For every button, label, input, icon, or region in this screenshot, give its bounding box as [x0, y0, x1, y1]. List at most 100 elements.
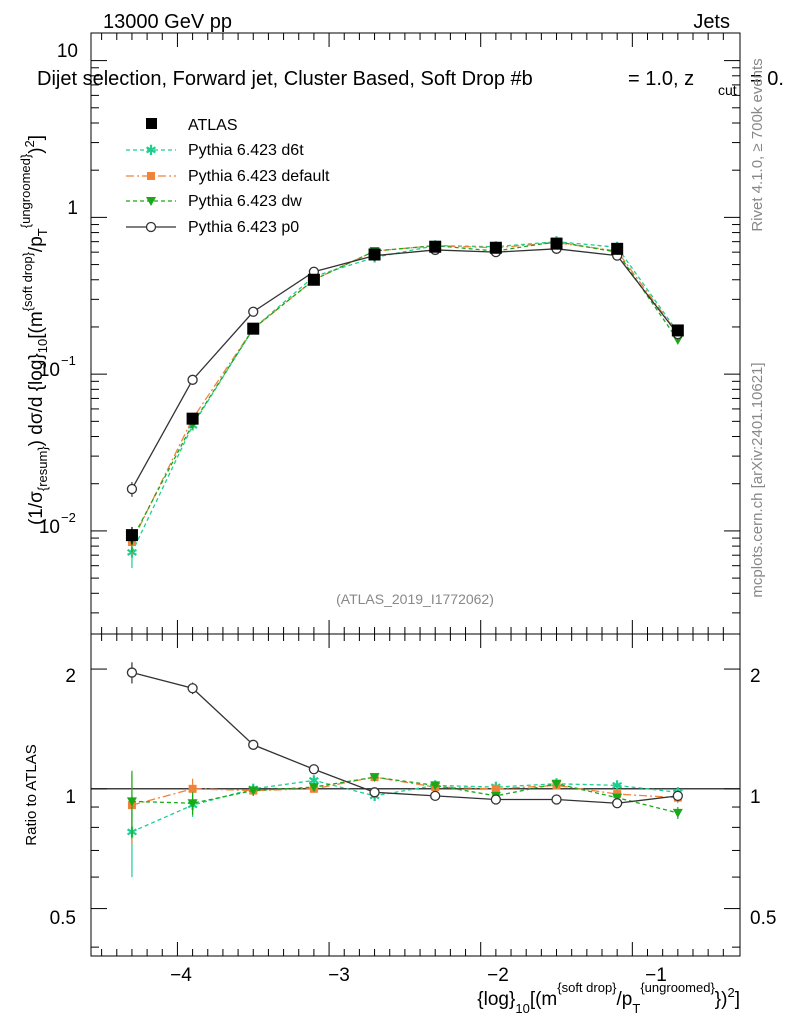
legend-marker-d6t: ✱ [145, 142, 157, 158]
ratio-plot-frame [90, 633, 741, 957]
ratio-data-point [672, 808, 683, 818]
main-series-line [131, 241, 679, 553]
legend-entry-dw: Pythia 6.423 dw [126, 193, 302, 210]
legend-entry-d6t: ✱ Pythia 6.423 d6t [126, 142, 304, 159]
main-series-line [131, 241, 679, 543]
ratio-data-point [126, 667, 138, 678]
legend-marker-atlas [146, 118, 157, 129]
legend-label: Pythia 6.423 default [188, 168, 330, 185]
svg-text:(1/σ{resum}) dσ/d {log}10[(m{s: (1/σ{resum}) dσ/d {log}10[(m{soft drop}/… [18, 135, 50, 525]
ratio-y-tick-label-right: 0.5 [750, 908, 776, 929]
xlabel-part: {log} [477, 989, 515, 1010]
ratio-data-point: ✱ [611, 777, 623, 793]
legend-label: Pythia 6.423 dw [188, 193, 302, 210]
main-series-4 [126, 243, 683, 497]
main-data-point [550, 237, 563, 250]
main-data-point [429, 240, 442, 253]
main-y-tick-label: 10 [39, 517, 60, 538]
x-tick-label: −1 [645, 965, 667, 986]
xlabel-part: /p [617, 989, 633, 1010]
xlabel-part: T [632, 1001, 640, 1016]
ratio-y-tick-label-right: 1 [750, 787, 761, 808]
xlabel-part: {ungroomed} [640, 980, 715, 995]
main-y-tick-labels: 10 1 10 −1 10 −2 [39, 41, 78, 538]
selection-title-text: Dijet selection, Forward jet, Cluster Ba… [37, 68, 533, 90]
xlabel-part: 2 [727, 985, 734, 1000]
ratio-y-tick-label: 1 [65, 787, 76, 808]
main-y-tick-label: 10 [39, 360, 60, 381]
ratio-y-tick-labels: 2 1 0.5 2 1 0.5 [50, 666, 777, 929]
ratio-y-tick-label: 0.5 [50, 908, 76, 929]
ratio-data-point [369, 773, 380, 783]
ratio-data-point [490, 794, 502, 805]
legend-entry-default: Pythia 6.423 default [126, 168, 330, 185]
ylabel-part: T [35, 228, 50, 236]
main-data-point [611, 242, 624, 255]
legend-entry-p0: Pythia 6.423 p0 [126, 219, 299, 236]
ratio-data-point [308, 783, 319, 793]
ratio-series-4 [126, 662, 683, 809]
xlabel-part: 10 [515, 1001, 529, 1016]
selection-title-end: = 0. [750, 68, 784, 90]
main-y-tick-exp: −1 [61, 353, 76, 368]
selection-title-tail: = 1.0, z [628, 68, 694, 90]
main-series-1: ✱✱✱✱✱✱✱✱✱✱ [126, 234, 684, 568]
selection-title-sub: cut [718, 82, 737, 98]
ratio-series-2 [127, 773, 682, 844]
ylabel-part: {resum} [35, 446, 50, 491]
x-tick-label: −3 [328, 965, 350, 986]
ratio-data-point [187, 799, 198, 809]
main-data-point [187, 374, 198, 385]
legend-label: ATLAS [188, 117, 238, 134]
xlabel-part: [(m [530, 989, 557, 1010]
x-tick-labels: −4 −3 −2 −1 [170, 965, 667, 986]
main-data-point [368, 248, 381, 261]
ratio-data-point [551, 779, 562, 789]
main-y-tick-exp: −2 [61, 510, 76, 525]
legend-entry-atlas: ATLAS [146, 117, 238, 134]
ratio-y-axis-label: Ratio to ATLAS [23, 744, 40, 845]
rivet-version-label: Rivet 4.1.0, ≥ 700k events [749, 58, 766, 231]
ratio-data-point [188, 784, 197, 793]
ratio-data-point [551, 794, 562, 805]
x-tick-label: −2 [487, 965, 509, 986]
ylabel-part: 10 [35, 339, 50, 353]
ratio-data-point [248, 739, 259, 750]
ylabel-part: /p [26, 236, 47, 252]
main-data-point [489, 241, 502, 254]
main-series-layer: ✱✱✱✱✱✱✱✱✱✱ [125, 234, 684, 568]
xlabel-part: }) [715, 989, 728, 1010]
ylabel-part: ] [26, 135, 47, 140]
main-data-point [671, 324, 684, 337]
ratio-series-layer: ✱✱✱✱✱✱✱✱✱✱ [126, 662, 684, 878]
ratio-data-point [126, 797, 137, 807]
ratio-data-point [369, 787, 380, 798]
x-tick-label: −4 [170, 965, 192, 986]
xlabel-part: {soft drop} [557, 980, 617, 995]
category-label: Jets [693, 11, 730, 33]
ratio-data-point [612, 798, 623, 809]
ratio-data-point [672, 790, 683, 802]
main-series-3 [126, 237, 683, 553]
ratio-data-point [430, 781, 441, 791]
ratio-data-point [430, 790, 441, 802]
ylabel-part: (1/σ [26, 491, 47, 525]
ylabel-part: 2 [22, 140, 37, 147]
ratio-series-1: ✱✱✱✱✱✱✱✱✱✱ [126, 772, 684, 878]
main-data-point [126, 483, 138, 495]
ratio-y-tick-label: 2 [65, 666, 76, 687]
ylabel-part: ) [26, 147, 47, 153]
legend-label: Pythia 6.423 d6t [188, 142, 304, 159]
ratio-data-point [491, 784, 500, 793]
analysis-watermark: (ATLAS_2019_I1772062) [336, 591, 494, 607]
ratio-data-point [308, 764, 320, 775]
ratio-series-line [131, 776, 678, 806]
legend-marker-default [147, 172, 155, 180]
ratio-data-point [248, 786, 259, 796]
main-y-tick-label: 10 [57, 41, 78, 62]
main-series-line [131, 240, 679, 540]
ylabel-part: ) dσ/d {log} [26, 353, 47, 446]
main-data-point [248, 306, 259, 317]
main-data-point [307, 273, 320, 286]
main-data-point [247, 322, 260, 335]
